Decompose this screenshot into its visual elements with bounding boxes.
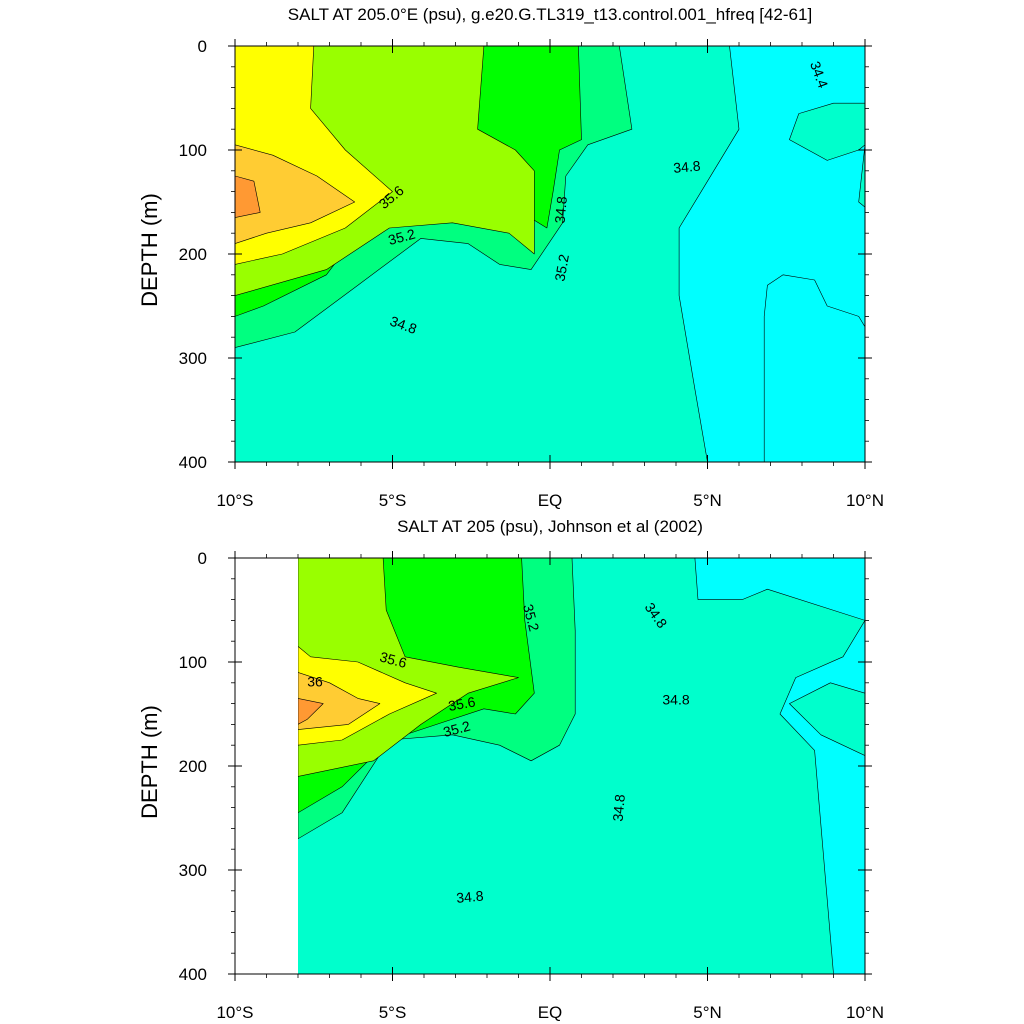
bottom-salinity-panel: SALT AT 205 (psu), Johnson et al (2002) … xyxy=(137,517,884,1022)
contour-label: 35.2 xyxy=(441,717,472,740)
y-tick-label: 200 xyxy=(179,245,207,264)
x-tick-label: 10°N xyxy=(846,1003,884,1022)
y-tick-label: 200 xyxy=(179,757,207,776)
top-axes: 0 100 200 300 400 10°S 5°S EQ 5°N 10°N xyxy=(179,37,884,510)
x-tick-label: 10°N xyxy=(846,491,884,510)
top-panel-title: SALT AT 205.0°E (psu), g.e20.G.TL319_t13… xyxy=(288,5,812,24)
salinity-region-34.4-34.8 xyxy=(694,558,865,974)
y-tick-label: 300 xyxy=(179,861,207,880)
top-panel-ylabel: DEPTH (m) xyxy=(137,193,162,307)
salinity-region-36.8-37.2 xyxy=(235,144,356,244)
x-tick-label: EQ xyxy=(538,491,563,510)
x-tick-label: 5°N xyxy=(693,1003,722,1022)
contour-label: 35.6 xyxy=(447,693,477,714)
x-tick-label: 5°S xyxy=(379,1003,407,1022)
x-tick-label: 10°S xyxy=(216,491,253,510)
y-tick-label: 400 xyxy=(179,965,207,984)
contour-label: 35.2 xyxy=(386,225,417,248)
y-tick-label: 100 xyxy=(179,653,207,672)
contour-label: 34.8 xyxy=(673,158,702,176)
x-tick-label: 10°S xyxy=(216,1003,253,1022)
y-tick-label: 100 xyxy=(179,141,207,160)
y-tick-label: 0 xyxy=(198,549,207,568)
contour-label: 34.8 xyxy=(662,692,689,708)
bottom-salinity-fill-regions xyxy=(298,558,865,974)
x-tick-label: 5°N xyxy=(693,491,722,510)
salinity-region-37.2-37.6 xyxy=(235,175,261,218)
salinity-region-37.2-37.6 xyxy=(298,698,324,725)
y-tick-label: 300 xyxy=(179,349,207,368)
contour-label: 35.2 xyxy=(520,602,543,633)
contour-label: 35.2 xyxy=(551,253,572,283)
salinity-region-36.8-37.2 xyxy=(298,672,381,730)
x-tick-label: EQ xyxy=(538,1003,563,1022)
top-salinity-fill-regions xyxy=(235,46,865,462)
contour-label: 34.8 xyxy=(456,888,485,906)
contour-label: 35.6 xyxy=(378,648,409,671)
bottom-panel-title: SALT AT 205 (psu), Johnson et al (2002) xyxy=(397,517,703,536)
y-tick-label: 0 xyxy=(198,37,207,56)
contour-label: 34.8 xyxy=(552,195,570,224)
salinity-region-34.4-34.8 xyxy=(678,46,865,462)
y-tick-label: 400 xyxy=(179,453,207,472)
contour-label: 36 xyxy=(307,674,323,690)
x-tick-label: 5°S xyxy=(379,491,407,510)
bottom-axes: 0 100 200 300 400 10°S 5°S EQ 5°N 10°N xyxy=(179,549,884,1022)
bottom-panel-ylabel: DEPTH (m) xyxy=(137,705,162,819)
top-salinity-panel: SALT AT 205.0°E (psu), g.e20.G.TL319_t13… xyxy=(137,5,884,510)
contour-label: 34.8 xyxy=(610,793,628,822)
